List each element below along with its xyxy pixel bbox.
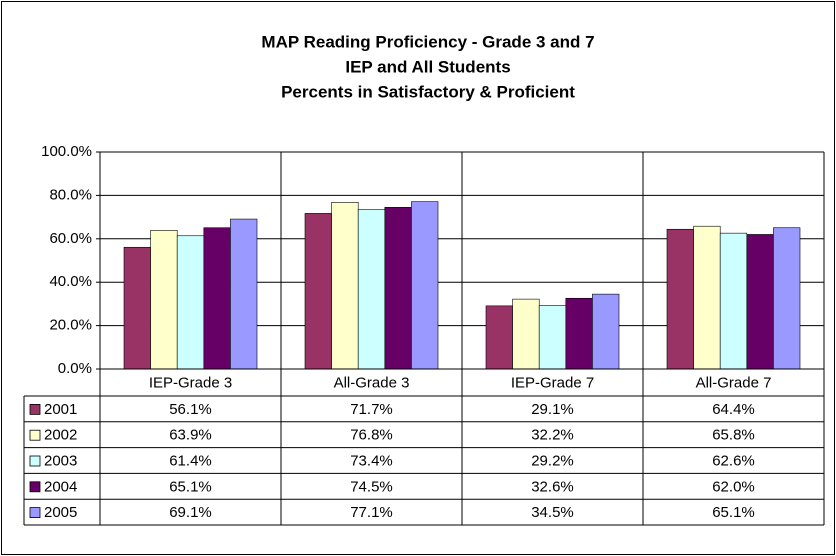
bar xyxy=(384,207,412,370)
y-tick-label: 40.0% xyxy=(49,273,92,290)
table-cell: 62.6% xyxy=(712,452,755,469)
table-cell: 29.1% xyxy=(531,401,574,418)
table-cell: 29.2% xyxy=(531,452,574,469)
table-cell: 74.5% xyxy=(350,478,393,495)
legend-key xyxy=(29,507,41,519)
table-cell: 56.1% xyxy=(169,401,212,418)
bar xyxy=(592,293,620,370)
bar xyxy=(565,297,593,370)
y-tick-label: 0.0% xyxy=(58,360,92,377)
bar xyxy=(512,298,540,370)
table-cell: 71.7% xyxy=(350,401,393,418)
bar xyxy=(230,218,258,370)
legend-key xyxy=(29,481,41,493)
chart-title: Percents in Satisfactory & Proficient xyxy=(281,82,575,101)
table-cell: 65.8% xyxy=(712,427,755,444)
x-tick-label: All-Grade 3 xyxy=(334,374,410,391)
table-cell: 76.8% xyxy=(350,427,393,444)
legend-label: 2004 xyxy=(44,478,77,495)
legend-key xyxy=(29,403,41,415)
table-cell: 62.0% xyxy=(712,478,755,495)
bar xyxy=(357,209,386,370)
table-cell: 65.1% xyxy=(169,478,212,495)
table-cell: 61.4% xyxy=(169,452,212,469)
table-cell: 63.9% xyxy=(169,427,212,444)
bar xyxy=(773,227,801,370)
y-tick-label: 20.0% xyxy=(49,317,92,334)
x-tick-label: IEP-Grade 3 xyxy=(149,374,232,391)
bar xyxy=(719,232,748,370)
legend-label: 2005 xyxy=(44,504,77,521)
bar xyxy=(485,305,513,370)
bar xyxy=(203,227,231,370)
table-cell: 64.4% xyxy=(712,401,755,418)
legend-label: 2001 xyxy=(44,401,77,418)
bar xyxy=(176,235,205,370)
legend-key xyxy=(29,429,41,441)
bar xyxy=(150,230,178,370)
table-cell: 34.5% xyxy=(531,504,574,521)
x-tick-label: All-Grade 7 xyxy=(696,374,772,391)
table-cell: 32.6% xyxy=(531,478,574,495)
chart-title: IEP and All Students xyxy=(345,57,510,76)
legend-key xyxy=(29,455,41,467)
x-tick-label: IEP-Grade 7 xyxy=(511,374,594,391)
y-tick-label: 100.0% xyxy=(41,143,92,160)
legend-label: 2002 xyxy=(44,427,77,444)
table-cell: 65.1% xyxy=(712,504,755,521)
bar xyxy=(411,201,439,370)
chart-title: MAP Reading Proficiency - Grade 3 and 7 xyxy=(261,32,594,51)
table-cell: 69.1% xyxy=(169,504,212,521)
y-tick-label: 80.0% xyxy=(49,186,92,203)
table-cell: 73.4% xyxy=(350,452,393,469)
bar xyxy=(331,202,359,370)
bar xyxy=(746,234,774,370)
table-cell: 32.2% xyxy=(531,427,574,444)
bar xyxy=(666,228,694,370)
bar xyxy=(123,246,151,370)
bar xyxy=(693,225,721,370)
bar xyxy=(538,305,567,370)
y-tick-label: 60.0% xyxy=(49,230,92,247)
table-cell: 77.1% xyxy=(350,504,393,521)
bar xyxy=(304,213,332,370)
legend-label: 2003 xyxy=(44,452,77,469)
